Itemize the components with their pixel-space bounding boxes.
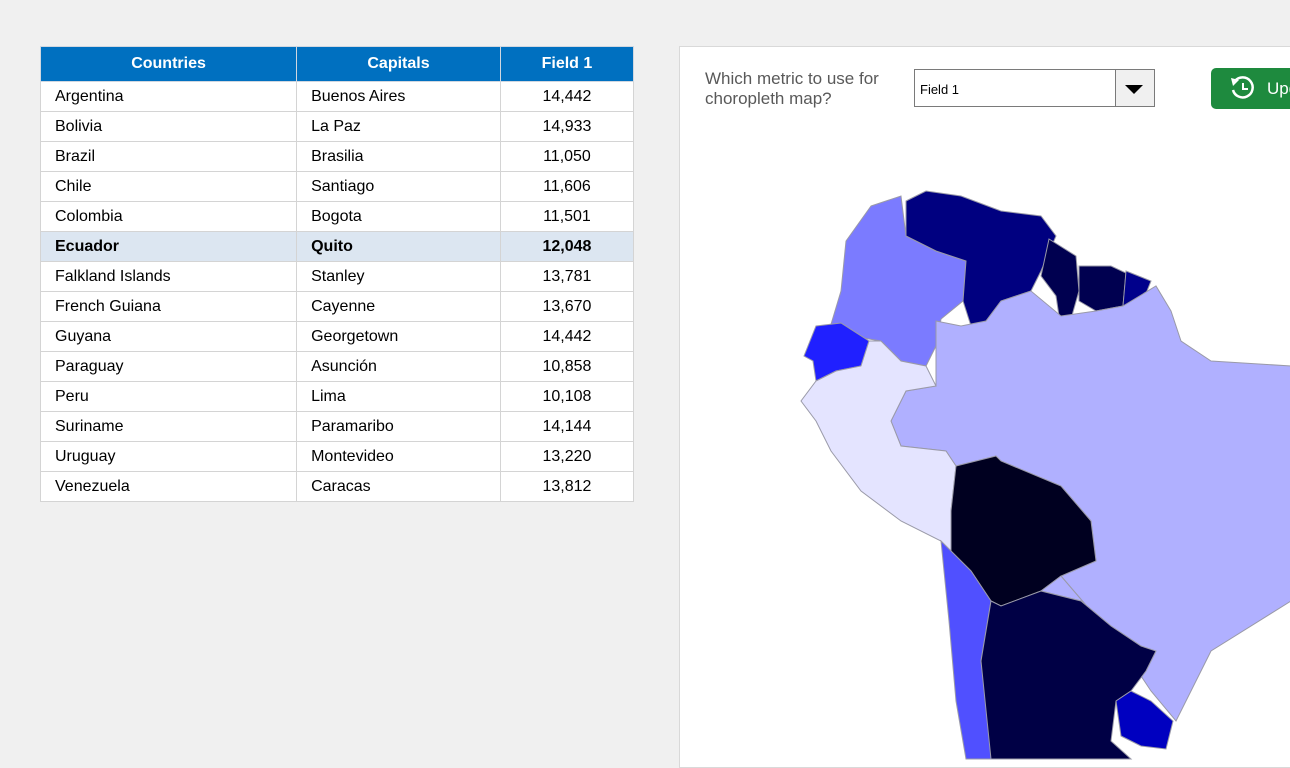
column-header: Countries: [39, 46, 298, 82]
table-cell: Quito: [296, 231, 501, 262]
arrow-icon: [1125, 85, 1143, 94]
dropdown-value: Field 1: [920, 82, 960, 97]
table-cell: Montevideo: [296, 441, 501, 472]
table-row: Ecuador Quito 12,048: [39, 231, 635, 262]
column-header: Capitals: [296, 46, 501, 82]
table-cell: Brazil: [39, 141, 298, 172]
button-label: Update: [1267, 79, 1290, 98]
map-panel: Which metric to use for choropleth map? …: [679, 46, 1290, 768]
table-cell: French Guiana: [39, 291, 298, 322]
prompt-label: Which metric to use for choropleth map?: [705, 69, 879, 108]
header-row: Countries Capitals Field 1: [39, 46, 635, 82]
table-cell: Argentina: [39, 81, 298, 112]
table-cell: Uruguay: [39, 441, 298, 472]
table-cell: 13,670: [499, 291, 635, 322]
table-row: Uruguay Montevideo 13,220: [39, 441, 635, 472]
table-cell: 14,144: [499, 411, 635, 442]
countries: [800, 190, 1290, 760]
table-cell: 13,220: [499, 441, 635, 472]
table-cell: 14,933: [499, 111, 635, 142]
table-cell: 10,108: [499, 381, 635, 412]
table-cell: 14,442: [499, 321, 635, 352]
table-cell: Cayenne: [296, 291, 501, 322]
uruguay: [1115, 690, 1174, 750]
table-cell: Venezuela: [39, 471, 298, 502]
table-cell: Colombia: [39, 201, 298, 232]
table-cell: Lima: [296, 381, 501, 412]
column-header: Field 1: [499, 46, 635, 82]
table-cell: Falkland Islands: [39, 261, 298, 292]
table-cell: Asunción: [296, 351, 501, 382]
table-row: Colombia Bogota 11,501: [39, 201, 635, 232]
table-cell: 13,781: [499, 261, 635, 292]
table-cell: 12,048: [499, 231, 635, 262]
table-cell: Caracas: [296, 471, 501, 502]
table-row: Chile Santiago 11,606: [39, 171, 635, 202]
table-cell: Ecuador: [39, 231, 298, 262]
table-cell: 11,606: [499, 171, 635, 202]
table-cell: 11,050: [499, 141, 635, 172]
choropleth-map: [800, 190, 1290, 760]
table-cell: Bogota: [296, 201, 501, 232]
table-cell: Suriname: [39, 411, 298, 442]
table-cell: Stanley: [296, 261, 501, 292]
table-cell: Guyana: [39, 321, 298, 352]
table-row: Guyana Georgetown 14,442: [39, 321, 635, 352]
table-row: Argentina Buenos Aires 14,442: [39, 81, 635, 112]
table-cell: 14,442: [499, 81, 635, 112]
peru: [800, 340, 957, 558]
table-row: Peru Lima 10,108: [39, 381, 635, 412]
table-cell: La Paz: [296, 111, 501, 142]
table-row: French Guiana Cayenne 13,670: [39, 291, 635, 322]
update-button[interactable]: Update: [1211, 68, 1290, 109]
table-row: Falkland Islands Stanley 13,781: [39, 261, 635, 292]
table-cell: 13,812: [499, 471, 635, 502]
table-cell: 11,501: [499, 201, 635, 232]
refresh-icon: [1231, 76, 1254, 99]
table-cell: 10,858: [499, 351, 635, 382]
table-row: Suriname Paramaribo 14,144: [39, 411, 635, 442]
table-cell: Santiago: [296, 171, 501, 202]
table-cell: Paramaribo: [296, 411, 501, 442]
table-cell: Bolivia: [39, 111, 298, 142]
table-cell: Brasilia: [296, 141, 501, 172]
suriname: [1078, 265, 1127, 312]
table-cell: Buenos Aires: [296, 81, 501, 112]
metric-dropdown[interactable]: Field 1: [914, 69, 1155, 107]
table-row: Bolivia La Paz 14,933: [39, 111, 635, 142]
table-cell: Peru: [39, 381, 298, 412]
table-row: Brazil Brasilia 11,050: [39, 141, 635, 172]
table-cell: Paraguay: [39, 351, 298, 382]
dropdown-arrow[interactable]: [1115, 70, 1154, 106]
table-row: Paraguay Asunción 10,858: [39, 351, 635, 382]
table-row: Venezuela Caracas 13,812: [39, 471, 635, 502]
data-table: Countries Capitals Field 1 Argentina Buenos …: [39, 46, 635, 502]
table-cell: Georgetown: [296, 321, 501, 352]
table-body: Argentina Buenos Aires 14,442 Bolivia La Paz…: [39, 81, 635, 502]
table-cell: Chile: [39, 171, 298, 202]
